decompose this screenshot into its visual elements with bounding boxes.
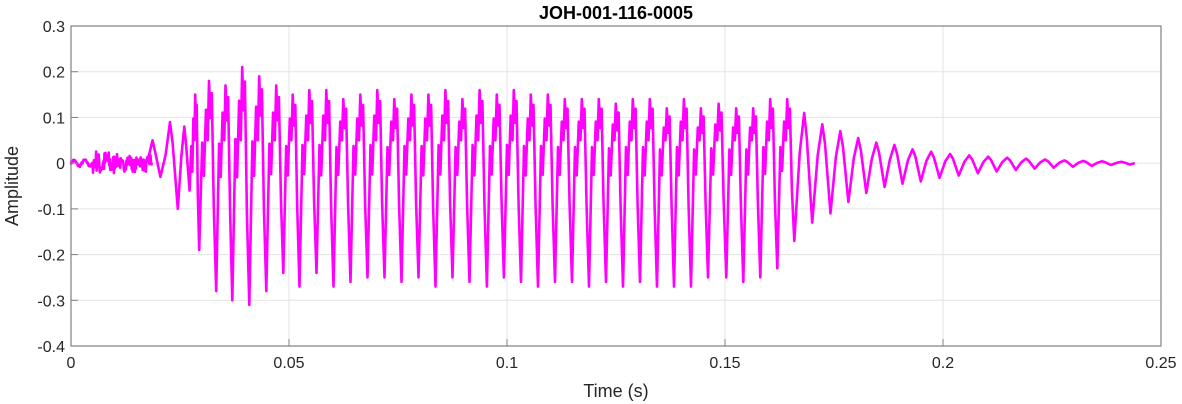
x-tick-label: 0.25 [1145, 355, 1176, 372]
y-tick-label: 0.2 [43, 65, 65, 82]
x-tick-label: 0 [67, 355, 76, 372]
y-tick-label: -0.3 [37, 293, 65, 310]
x-tick-label: 0.15 [709, 355, 740, 372]
amplitude-series-line [69, 65, 1136, 307]
axes-box [70, 25, 1162, 347]
ticks: 0 0.05 0.1 0.15 0.2 0.25 0.3 0.2 0.1 0 -0.1 -0.2 -0.… [37, 19, 1176, 372]
x-axis-label: Time (s) [583, 381, 648, 401]
x-tick-label: 0.2 [932, 355, 954, 372]
x-tick-label: 0.1 [496, 355, 518, 372]
y-tick-label: 0 [56, 156, 65, 173]
y-tick-label: 0.1 [43, 110, 65, 127]
x-tick-label: 0.05 [273, 355, 304, 372]
y-tick-label: -0.4 [37, 339, 65, 356]
y-axis-label: Amplitude [2, 146, 22, 226]
chart-title: JOH-001-116-0005 [539, 3, 693, 23]
series [69, 65, 1136, 307]
y-tick-label: 0.3 [43, 19, 65, 36]
y-tick-label: -0.1 [37, 202, 65, 219]
y-tick-label: -0.2 [37, 248, 65, 265]
